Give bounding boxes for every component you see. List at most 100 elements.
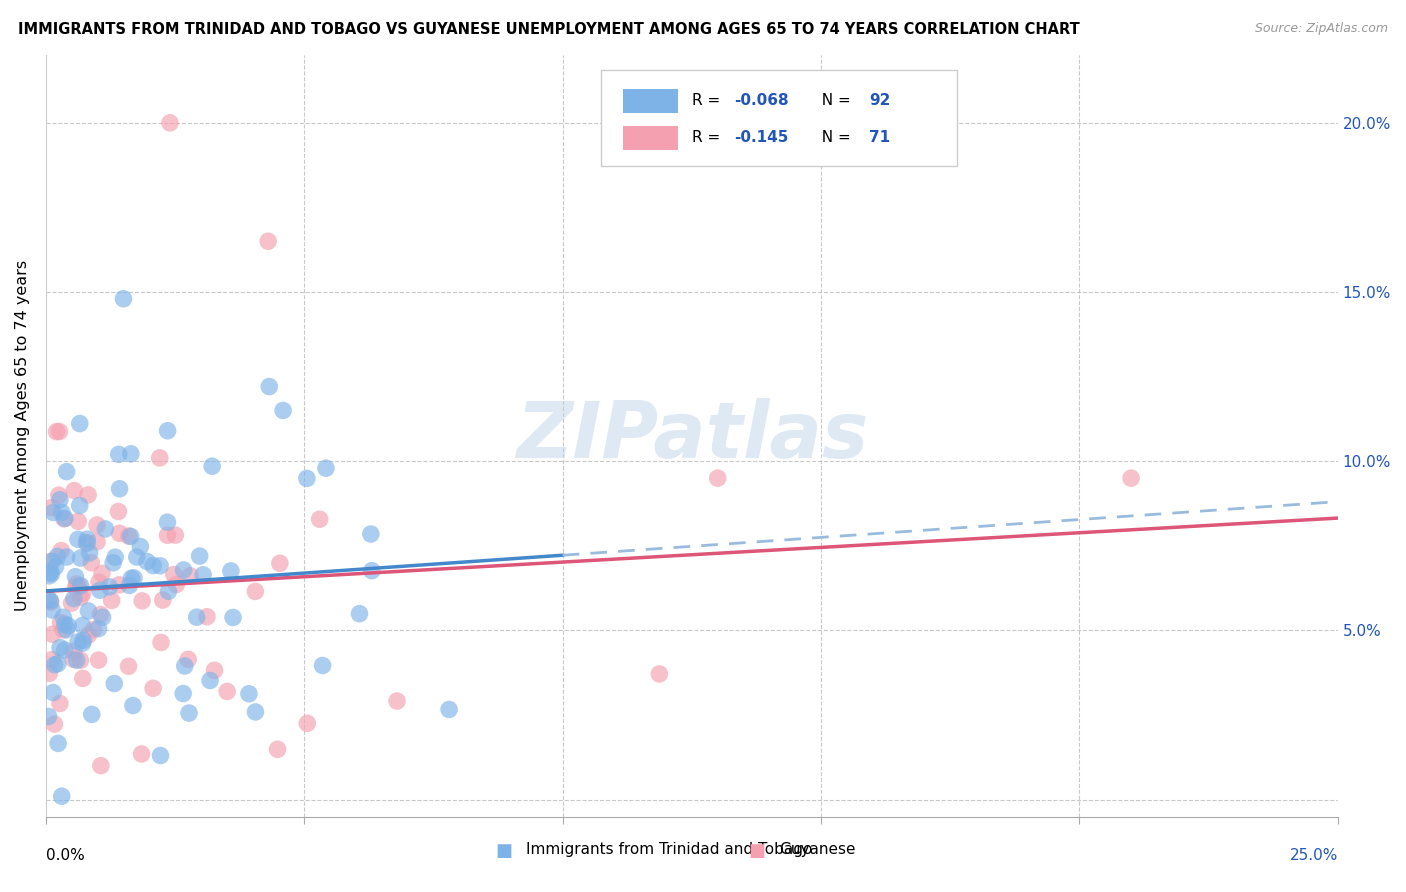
Text: Guyanese: Guyanese <box>779 841 855 856</box>
Point <box>129 540 152 554</box>
Point <box>76 532 98 546</box>
Text: Source: ZipAtlas.com: Source: ZipAtlas.com <box>1254 22 1388 36</box>
Point <box>41 627 63 641</box>
Point <box>77 488 100 502</box>
Point <box>44 559 66 574</box>
Point <box>101 556 124 570</box>
Point <box>53 511 76 525</box>
Point <box>159 116 181 130</box>
Text: ■: ■ <box>748 841 765 860</box>
Point <box>108 482 131 496</box>
Point <box>62 652 84 666</box>
Point <box>131 747 153 761</box>
Point <box>125 549 148 564</box>
Point <box>87 575 110 590</box>
Point <box>55 465 77 479</box>
Point <box>41 566 63 581</box>
Point <box>173 659 195 673</box>
Point <box>295 471 318 485</box>
Point <box>69 653 91 667</box>
Text: ZIPatlas: ZIPatlas <box>516 398 868 474</box>
Point <box>65 580 87 594</box>
Point <box>238 687 260 701</box>
Text: R =: R = <box>692 130 725 145</box>
Point <box>108 526 131 541</box>
Point <box>89 607 111 622</box>
Point <box>177 652 200 666</box>
Point <box>41 500 63 515</box>
Point <box>120 571 142 585</box>
Point <box>385 694 408 708</box>
Point <box>177 706 200 720</box>
Point <box>217 684 239 698</box>
Point <box>56 619 79 633</box>
Point <box>245 584 267 599</box>
Point <box>49 615 72 630</box>
Point <box>80 707 103 722</box>
Point <box>1119 471 1142 485</box>
Point <box>39 593 62 607</box>
Point <box>38 709 60 723</box>
Point <box>266 742 288 756</box>
Point <box>152 593 174 607</box>
Text: 0.0%: 0.0% <box>46 847 84 863</box>
Point <box>163 567 186 582</box>
Point <box>122 698 145 713</box>
Point <box>38 569 60 583</box>
FancyBboxPatch shape <box>623 88 678 113</box>
Point <box>172 687 194 701</box>
Point <box>66 653 89 667</box>
Point <box>46 736 69 750</box>
Point <box>222 610 245 624</box>
Point <box>107 447 129 461</box>
Point <box>104 550 127 565</box>
Point <box>131 594 153 608</box>
Point <box>51 789 73 804</box>
Point <box>72 672 94 686</box>
Point <box>118 529 141 543</box>
Point <box>80 556 103 570</box>
Point <box>157 584 180 599</box>
Point <box>648 667 671 681</box>
Point <box>41 603 63 617</box>
Point <box>173 563 195 577</box>
Point <box>49 492 72 507</box>
Point <box>41 652 63 666</box>
Point <box>62 644 84 658</box>
Text: N =: N = <box>813 130 856 145</box>
Point <box>52 610 75 624</box>
Point <box>117 659 139 673</box>
Point <box>186 610 208 624</box>
Point <box>77 604 100 618</box>
Point <box>69 499 91 513</box>
Point <box>91 610 114 624</box>
Point <box>86 534 108 549</box>
Point <box>198 673 221 688</box>
Text: R =: R = <box>692 93 725 108</box>
Point <box>52 512 75 526</box>
Point <box>63 483 86 498</box>
Point <box>89 583 111 598</box>
Point <box>46 549 69 564</box>
Point <box>98 580 121 594</box>
Point <box>53 643 76 657</box>
Point <box>142 681 165 696</box>
Point <box>120 447 142 461</box>
Point <box>156 528 179 542</box>
Point <box>156 424 179 438</box>
Text: 71: 71 <box>869 130 890 145</box>
Point <box>118 578 141 592</box>
Point <box>269 556 291 570</box>
Point <box>311 658 333 673</box>
Point <box>360 527 382 541</box>
Point <box>63 591 86 606</box>
Text: Immigrants from Trinidad and Tobago: Immigrants from Trinidad and Tobago <box>526 841 813 856</box>
Point <box>149 748 172 763</box>
Text: 92: 92 <box>869 93 890 108</box>
Point <box>257 379 280 393</box>
Point <box>204 664 226 678</box>
Point <box>55 549 77 564</box>
Point <box>65 570 87 584</box>
Point <box>46 657 69 671</box>
Point <box>69 579 91 593</box>
